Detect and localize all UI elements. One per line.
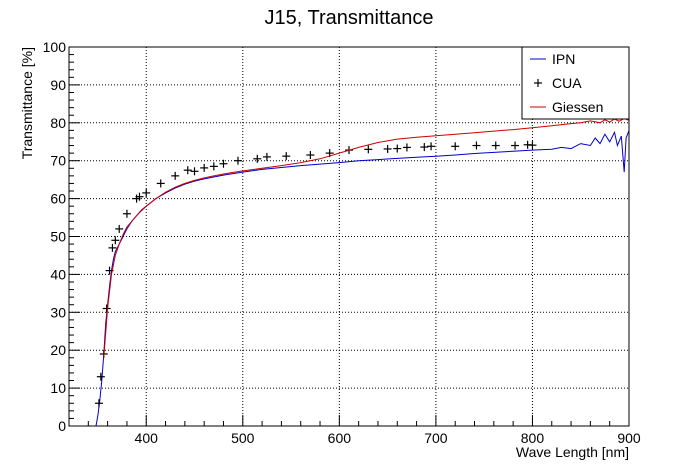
legend-swatch-cua — [534, 79, 542, 87]
data-point-cua — [282, 152, 291, 161]
data-point-cua — [364, 145, 373, 154]
data-point-cua — [115, 224, 124, 233]
data-point-cua — [111, 236, 120, 245]
data-point-cua — [102, 304, 111, 313]
data-point-cua — [383, 144, 392, 153]
data-point-cua — [171, 171, 180, 180]
data-point-cua — [253, 154, 262, 163]
data-point-cua — [142, 188, 151, 197]
series-layer — [94, 117, 630, 427]
data-point-cua — [402, 143, 411, 152]
data-point-cua — [156, 179, 165, 188]
y-tick-label: 30 — [50, 304, 66, 320]
y-tick-label: 80 — [50, 115, 66, 131]
data-point-cua — [183, 166, 192, 175]
x-tick-label: 700 — [424, 430, 448, 446]
x-tick-label: 900 — [617, 430, 641, 446]
y-tick-label: 40 — [50, 266, 66, 282]
data-point-cua — [420, 143, 429, 152]
y-tick-label: 90 — [50, 77, 66, 93]
x-tick-label: 500 — [231, 430, 255, 446]
y-tick-label: 70 — [50, 153, 66, 169]
legend-label-cua: CUA — [552, 75, 582, 91]
data-point-cua — [306, 151, 315, 160]
data-point-cua — [528, 141, 537, 150]
series-line-ipn — [95, 130, 630, 427]
data-point-cua — [233, 156, 242, 165]
x-tick-label: 400 — [135, 430, 159, 446]
data-point-cua — [96, 372, 105, 381]
data-point-cua — [427, 142, 436, 151]
chart-title: J15, Transmittance — [265, 7, 434, 29]
y-tick-label: 100 — [43, 39, 67, 55]
data-point-cua — [108, 243, 117, 252]
axis-ticks: 400 500 600 700 800 900 0 10 20 30 40 50 60 70 80 90 100 — [43, 39, 641, 446]
y-tick-label: 50 — [50, 229, 66, 245]
legend-label-giessen: Giessen — [552, 99, 603, 115]
data-point-cua — [135, 192, 144, 201]
y-tick-label: 0 — [58, 418, 66, 434]
data-point-cua — [94, 399, 103, 408]
x-tick-label: 600 — [328, 430, 352, 446]
data-point-cua — [451, 142, 460, 151]
data-point-cua — [190, 167, 199, 176]
y-axis-label: Transmittance [%] — [19, 47, 35, 159]
y-tick-label: 60 — [50, 191, 66, 207]
data-point-cua — [511, 141, 520, 150]
legend-label-ipn: IPN — [552, 51, 575, 67]
data-point-cua — [491, 141, 500, 150]
x-tick-label: 800 — [521, 430, 545, 446]
data-point-cua — [393, 144, 402, 153]
series-line-giessen — [103, 117, 630, 358]
data-point-cua — [209, 162, 218, 171]
legend: IPN CUA Giessen — [521, 46, 630, 120]
grid — [69, 47, 629, 426]
data-point-cua — [122, 209, 131, 218]
data-point-cua — [219, 159, 228, 168]
data-point-cua — [472, 141, 481, 150]
y-tick-label: 10 — [50, 380, 66, 396]
x-axis-label: Wave Length [nm] — [516, 444, 629, 460]
y-tick-label: 20 — [50, 342, 66, 358]
data-point-cua — [262, 152, 271, 161]
data-point-cua — [200, 163, 209, 172]
